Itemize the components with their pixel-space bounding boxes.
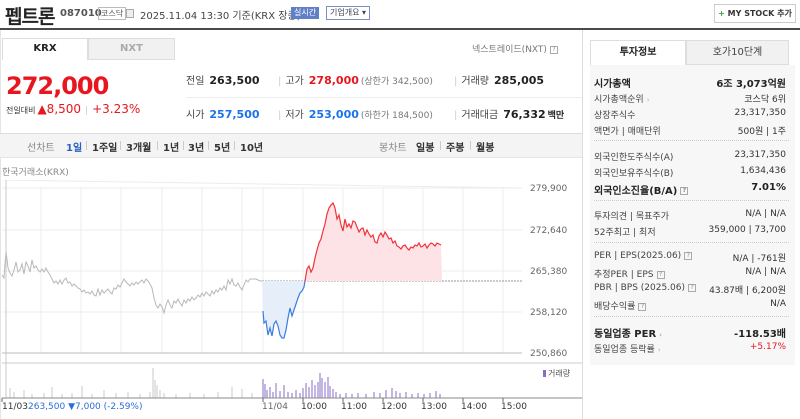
- invest-panel-body: [590, 65, 795, 365]
- y-tick: 258,120: [530, 308, 568, 318]
- add-my-stock-label: MY STOCK 추가: [724, 9, 792, 18]
- help-icon[interactable]: ?: [684, 251, 693, 260]
- x-tick: 12:00: [381, 402, 407, 412]
- period-5y[interactable]: 5년: [214, 143, 231, 154]
- y-tick: 265,380: [530, 267, 568, 277]
- help-icon[interactable]: ?: [680, 187, 689, 195]
- period-1w[interactable]: 1주일: [92, 143, 118, 154]
- invest-panel-tabs: 투자정보 호가10단계: [590, 40, 795, 65]
- tab-orderbook-10[interactable]: 호가10단계: [686, 40, 789, 65]
- period-3m[interactable]: 3개월: [126, 143, 152, 154]
- tab-nxt[interactable]: NXT: [88, 38, 175, 60]
- volume: | 거래량 285,005: [454, 74, 545, 87]
- header-divider: [0, 28, 800, 30]
- quote-summary: 전일 263,500 | 고가 278,000 (상한가 342,500) | 거래량 28…: [186, 64, 582, 132]
- chevron-right-icon: ›: [657, 346, 661, 354]
- tab-invest-info[interactable]: 투자정보: [590, 40, 686, 65]
- chevron-right-icon: ›: [659, 331, 663, 339]
- tab-krx[interactable]: KRX: [2, 38, 88, 60]
- x-tick: 11:00: [341, 402, 367, 412]
- candle-chart-label[interactable]: 봉차트: [379, 143, 407, 154]
- x-tick: 15:00: [501, 402, 527, 412]
- plus-icon: +: [718, 9, 725, 18]
- quote-datetime: 2025.11.04 13:30 기준(KRX 장중): [140, 11, 301, 22]
- change-percent: +3.23%: [92, 102, 141, 116]
- change-amount: ▲8,500: [37, 102, 82, 116]
- candle-daily[interactable]: 일봉: [416, 143, 435, 154]
- chevron-right-icon: ›: [646, 96, 650, 104]
- help-icon[interactable]: ?: [656, 270, 665, 279]
- y-tick: 250,860: [530, 349, 568, 359]
- stock-header: 펩트론 087010 코스닥 2025.11.04 13:30 기준(KRX 장…: [0, 0, 800, 28]
- volume-legend: 거래량: [543, 368, 570, 379]
- candle-weekly[interactable]: 주봉: [446, 143, 465, 154]
- y-tick: 279,900: [530, 184, 568, 194]
- prev-close: 전일 263,500: [186, 74, 260, 87]
- period-10y[interactable]: 10년: [240, 143, 264, 154]
- trade-value: | 거래대금 76,332 백만: [454, 108, 565, 121]
- period-1d[interactable]: 1일: [66, 143, 83, 154]
- realtime-badge[interactable]: 실시간: [291, 7, 320, 19]
- panel-divider: [582, 30, 583, 419]
- high-price: | 고가 278,000 (상한가 342,500): [278, 74, 433, 87]
- y-tick: 272,640: [530, 226, 568, 236]
- low-price: | 저가 253,000 (하한가 184,500): [278, 108, 433, 121]
- chart-period-bar: 선차트 1일 1주일 3개월 1년 3년 5년 10년 봉차트 일봉 주봉 월봉: [0, 133, 582, 158]
- stock-code: 087010: [60, 8, 102, 19]
- market-badge: 코스닥: [98, 7, 127, 20]
- stock-name: 펩트론: [5, 6, 55, 28]
- help-icon[interactable]: ?: [688, 283, 697, 292]
- change-label: 전일대비: [6, 106, 36, 115]
- help-icon[interactable]: ?: [549, 45, 558, 54]
- period-3y[interactable]: 3년: [188, 143, 205, 154]
- exchange-tabs: KRX NXT: [2, 38, 175, 60]
- period-1y[interactable]: 1년: [163, 143, 180, 154]
- help-icon[interactable]: ?: [638, 302, 647, 311]
- open-price: 시가 257,500: [186, 108, 260, 121]
- nextrade-text: 넥스트레이드(NXT): [472, 45, 547, 55]
- document-icon[interactable]: [126, 9, 134, 18]
- x-tick: 13:00: [421, 402, 447, 412]
- x-tick: 10:00: [301, 402, 327, 412]
- prev-day-info: 263,500 ▼7,000 (-2.59%): [28, 402, 143, 412]
- add-my-stock-button[interactable]: + MY STOCK 추가: [714, 4, 796, 23]
- exchange-label: 한국거래소(KRX): [2, 168, 69, 178]
- candle-monthly[interactable]: 월봉: [476, 143, 495, 154]
- x-tick: 14:00: [461, 402, 487, 412]
- x-tick: 11/04: [262, 402, 288, 412]
- x-tick-prev-day: 11/03: [2, 402, 28, 412]
- price-chart[interactable]: 279,900 272,640 265,380 258,120 250,860: [0, 180, 582, 419]
- chart-canvas[interactable]: [0, 180, 582, 419]
- nextrade-label: 넥스트레이드(NXT)?: [472, 42, 558, 55]
- current-price: 272,000: [6, 72, 109, 100]
- company-overview-dropdown[interactable]: 기업개요 ▾: [326, 6, 370, 20]
- line-chart-label[interactable]: 선차트: [27, 143, 55, 154]
- left-border: [0, 30, 1, 419]
- price-change: 전일대비 ▲8,500 | +3.23%: [6, 102, 141, 116]
- volume-swatch-icon: [543, 370, 546, 377]
